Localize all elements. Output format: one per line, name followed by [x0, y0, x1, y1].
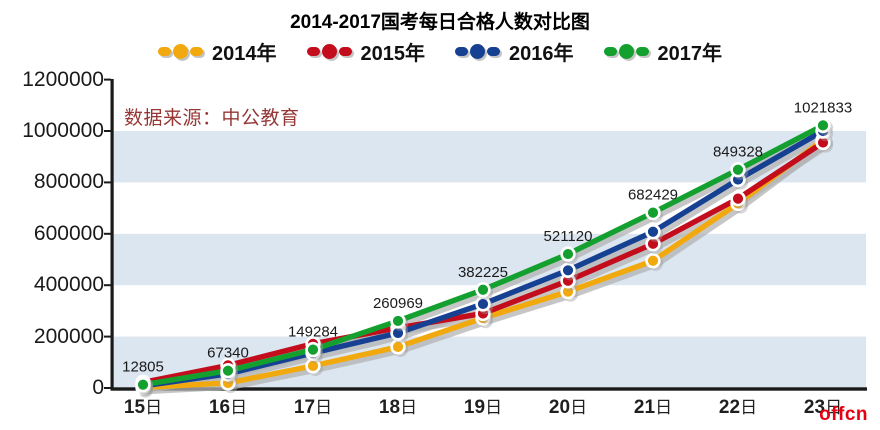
data-point-2016年 — [645, 224, 661, 240]
chart-legend: 2014年 2015年 2016年 2017年 — [0, 37, 880, 66]
y-tick — [104, 78, 111, 81]
x-axis-tick-label: 20日 — [548, 397, 588, 418]
data-point-2017年 — [135, 377, 151, 393]
legend-label-2014: 2014年 — [212, 43, 277, 65]
data-label: 67340 — [207, 345, 249, 362]
data-point-2017年 — [645, 204, 661, 221]
x-axis-tick-label: 18日 — [378, 397, 418, 418]
data-source-note: 数据来源：中公教育 — [124, 108, 300, 129]
data-label: 382225 — [458, 264, 508, 281]
data-point-2017年 — [815, 117, 831, 134]
x-axis-tick-label: 19日 — [463, 397, 503, 418]
data-point-2017年 — [220, 362, 236, 379]
x-axis-tick-label: 15日 — [123, 397, 163, 418]
y-tick — [104, 335, 111, 338]
y-axis-tick-label: 400000 — [33, 273, 104, 297]
y-tick — [104, 130, 111, 132]
offcn-watermark: offcn — [819, 404, 868, 425]
data-point-2016年 — [475, 296, 491, 312]
x-axis-tick-label: 22日 — [718, 397, 758, 418]
x-axis-tick-label: 17日 — [293, 397, 333, 418]
legend-item-2014: 2014年 — [158, 37, 277, 66]
legend-item-2016: 2016年 — [455, 37, 574, 66]
legend-label-2015: 2015年 — [360, 43, 426, 65]
legend-marker-2014-icon — [158, 44, 203, 59]
y-axis-tick-label: 1200000 — [22, 67, 104, 91]
data-label: 260969 — [373, 295, 423, 312]
legend-label-2016: 2016年 — [509, 43, 574, 65]
y-axis-line — [110, 79, 114, 391]
data-point-2017年 — [390, 313, 406, 329]
y-tick — [104, 284, 111, 287]
x-axis-line — [110, 387, 867, 391]
y-tick — [104, 181, 111, 184]
y-axis-tick-label: 200000 — [33, 324, 104, 348]
x-axis-tick-label: 23日 — [803, 397, 843, 418]
data-point-2017年 — [560, 246, 576, 262]
data-label: 1021833 — [794, 99, 852, 116]
y-axis-tick-label: 0 — [92, 376, 104, 399]
y-tick — [104, 232, 111, 235]
data-point-2016年 — [560, 262, 576, 278]
x-axis-tick-label: 21日 — [633, 397, 673, 418]
data-label: 682429 — [628, 187, 678, 204]
y-axis-tick-label: 600000 — [33, 221, 104, 245]
legend-marker-2015-icon — [306, 44, 352, 59]
data-label: 149284 — [288, 324, 338, 341]
plot-band — [114, 233, 866, 286]
legend-label-2017: 2017年 — [657, 43, 723, 65]
data-point-2017年 — [305, 341, 321, 358]
legend-marker-2016-icon — [455, 44, 500, 59]
chart-title: 2014-2017国考每日合格人数对比图 — [290, 12, 590, 33]
data-point-2014年 — [645, 253, 661, 269]
data-label: 849328 — [713, 144, 763, 161]
y-axis-tick-label: 800000 — [33, 170, 104, 194]
legend-item-2015: 2015年 — [306, 37, 426, 66]
legend-marker-2017-icon — [603, 44, 649, 59]
data-point-2017年 — [475, 282, 491, 298]
data-label: 521120 — [544, 228, 593, 245]
legend-item-2017: 2017年 — [603, 37, 723, 66]
data-label: 12805 — [122, 359, 164, 376]
data-point-2015年 — [730, 190, 746, 207]
data-point-2017年 — [730, 162, 746, 178]
y-axis-tick-label: 1000000 — [22, 119, 104, 142]
y-tick — [104, 387, 111, 389]
x-axis-tick-label: 16日 — [208, 397, 248, 418]
